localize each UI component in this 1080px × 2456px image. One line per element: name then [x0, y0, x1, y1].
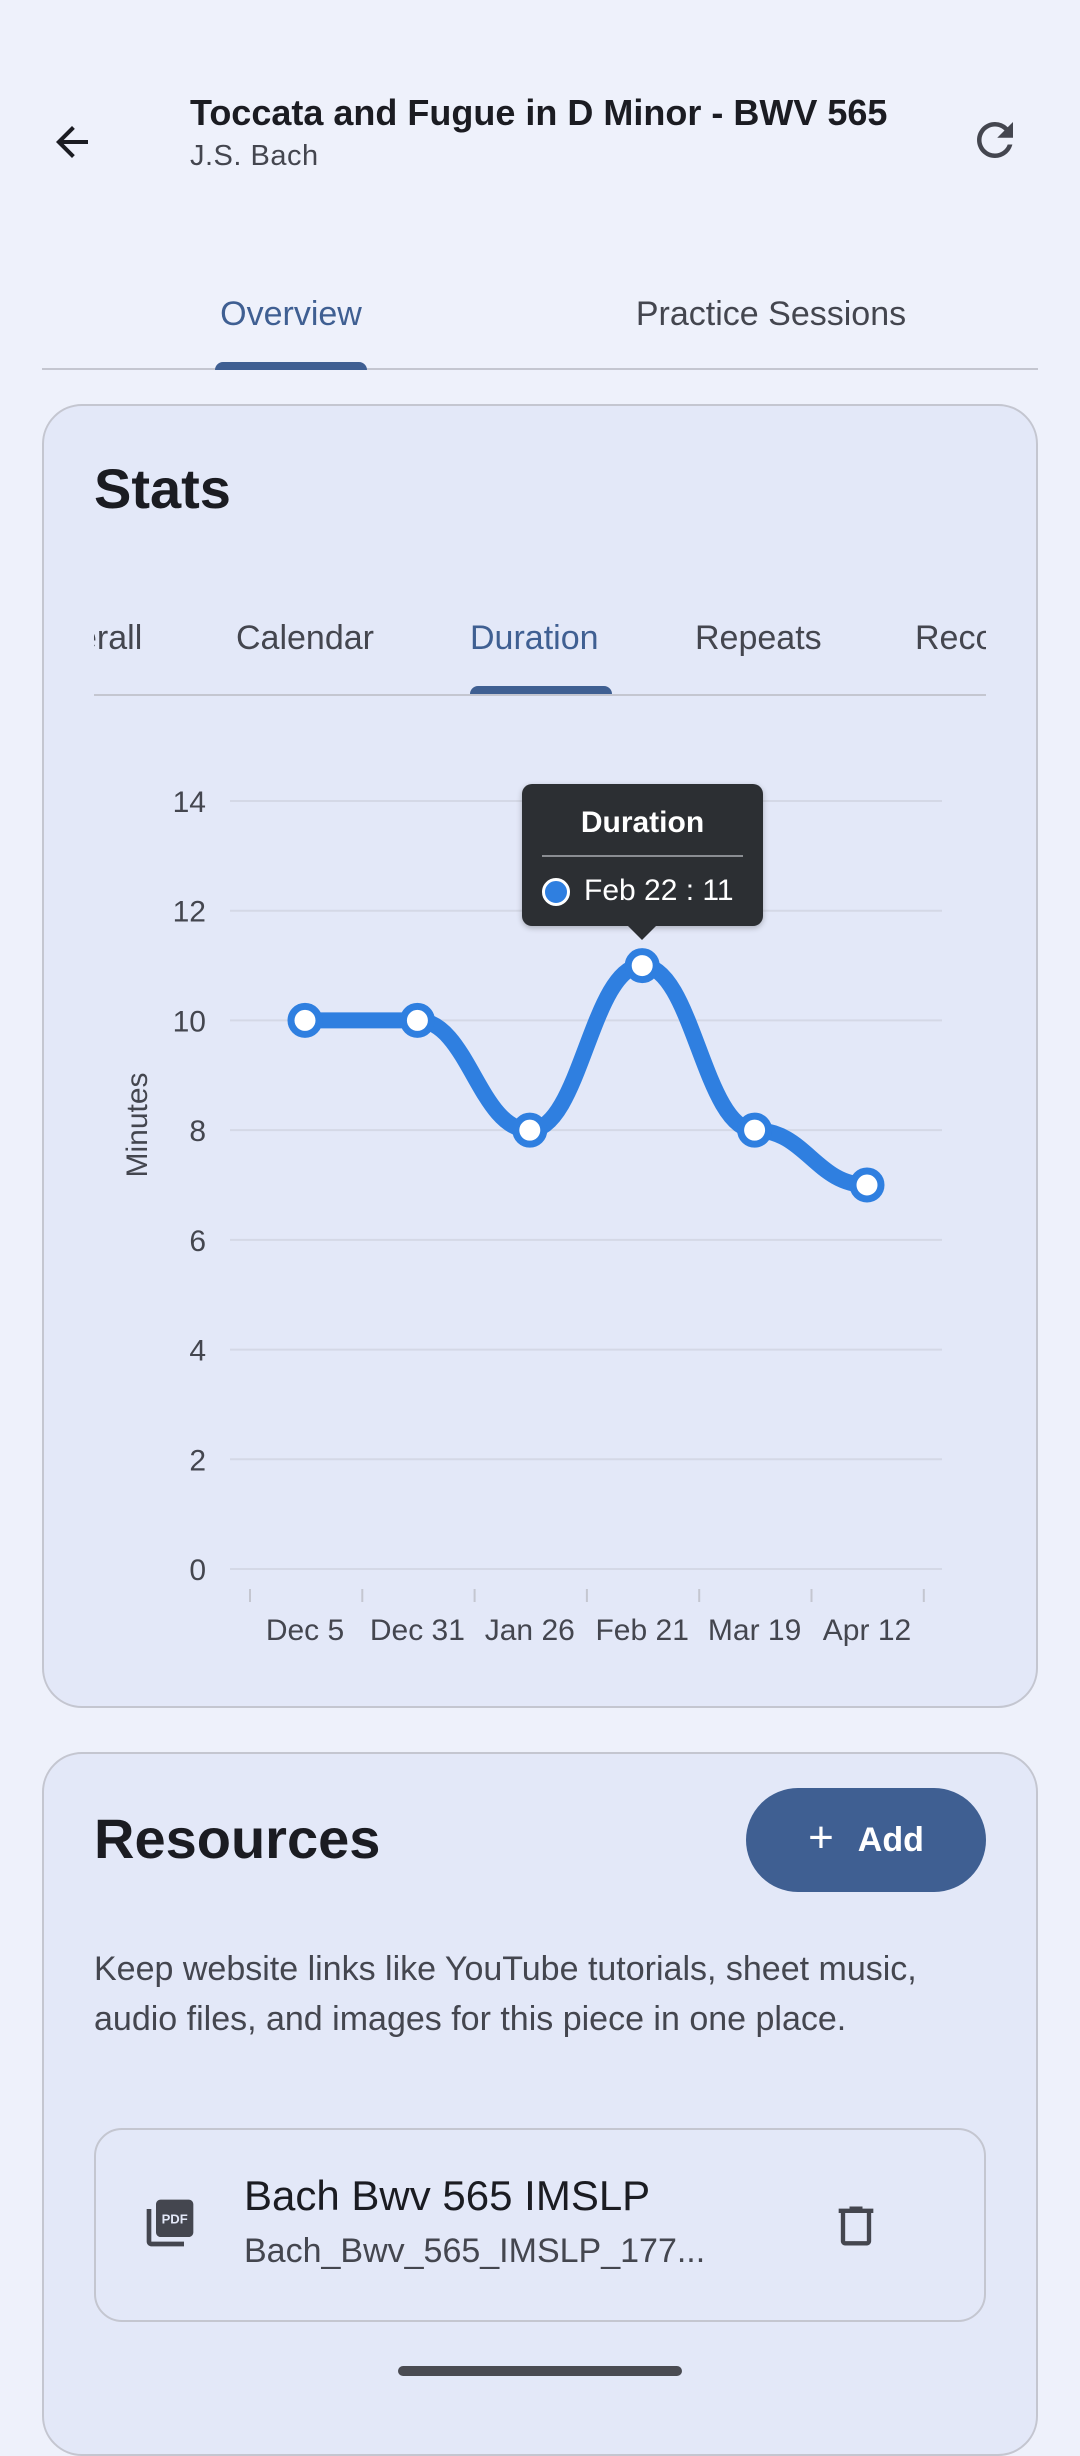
- x-tick-label: Dec 5: [266, 1614, 344, 1647]
- arrow-back-icon: [56, 126, 88, 158]
- tab-overview-label: Overview: [220, 294, 362, 333]
- duration-chart[interactable]: 0 2 4 6 8 10 12 14 Dec 5 Dec 31 Jan 26 Feb 21 Mar 19…: [94, 740, 974, 1660]
- add-button-label: Add: [857, 1820, 924, 1859]
- svg-text:PDF: PDF: [162, 2212, 188, 2227]
- resource-item[interactable]: [94, 2128, 986, 2322]
- pdf-icon: PDF: [142, 2195, 198, 2256]
- y-tick-label: 10: [173, 1005, 206, 1038]
- y-tick-label: 8: [189, 1115, 206, 1148]
- y-tick-label: 2: [189, 1444, 206, 1477]
- composer-name: J.S. Bach: [190, 140, 319, 172]
- tooltip-arrow: [626, 924, 658, 940]
- stats-tab-bar[interactable]: erall Calendar Duration Repeats Reco: [94, 584, 986, 696]
- resource-name: Bach Bwv 565 IMSLP: [244, 2172, 651, 2219]
- y-tick-label: 14: [173, 786, 206, 819]
- tooltip-title: Duration: [580, 806, 705, 839]
- y-tick-label: 12: [173, 896, 206, 929]
- y-tick-label: 0: [189, 1554, 206, 1587]
- home-indicator[interactable]: [398, 2366, 682, 2376]
- series-line: [297, 957, 875, 1193]
- data-point: [287, 1002, 323, 1038]
- piece-title: Toccata and Fugue in D Minor - BWV 565: [190, 92, 888, 133]
- main-tab-bar: Overview Practice Sessions: [42, 260, 1038, 370]
- x-tick-label: Mar 19: [708, 1614, 801, 1647]
- y-axis-label: Minutes: [121, 1072, 154, 1177]
- x-tick-label: Apr 12: [823, 1614, 911, 1647]
- delete-resource-button[interactable]: [826, 2196, 886, 2256]
- stats-tab-indicator: [470, 686, 612, 694]
- tab-practice-sessions-label: Practice Sessions: [635, 294, 907, 333]
- stats-tab-calendar[interactable]: Calendar: [236, 618, 374, 657]
- stats-tab-records[interactable]: Reco: [915, 618, 986, 657]
- back-button[interactable]: [30, 100, 114, 184]
- plus-icon: +: [808, 1813, 834, 1862]
- tab-indicator: [215, 362, 367, 370]
- x-tick-label: Jan 26: [485, 1614, 575, 1647]
- resources-description: Keep website links like YouTube tutorial…: [94, 1950, 917, 2038]
- refresh-icon: [977, 122, 1013, 158]
- tooltip-divider: [542, 855, 743, 857]
- data-point: [849, 1167, 885, 1203]
- data-point: [737, 1112, 773, 1148]
- data-point: [399, 1002, 435, 1038]
- chart-tooltip: Duration Feb 22 : 11: [522, 784, 763, 926]
- tooltip-value: Feb 22 : 11: [584, 874, 734, 907]
- resource-filename: Bach_Bwv_565_IMSLP_177...: [244, 2232, 706, 2270]
- trash-icon: [838, 2206, 874, 2246]
- stats-tab-duration[interactable]: Duration: [470, 618, 599, 657]
- stats-tab-repeats[interactable]: Repeats: [695, 618, 822, 657]
- stats-card: [42, 404, 1038, 1708]
- refresh-button[interactable]: [950, 95, 1040, 185]
- tab-practice-sessions[interactable]: Practice Sessions: [622, 260, 920, 368]
- tab-overview[interactable]: Overview: [215, 260, 367, 370]
- y-tick-label: 6: [189, 1225, 206, 1258]
- tooltip-series-dot: [542, 878, 570, 906]
- stats-tab-overall[interactable]: erall: [94, 618, 143, 657]
- stats-title: Stats: [94, 457, 231, 520]
- x-tick-label: Feb 21: [595, 1614, 688, 1647]
- add-resource-button[interactable]: + Add: [746, 1788, 986, 1892]
- data-point: [624, 948, 660, 984]
- y-tick-label: 4: [189, 1335, 206, 1368]
- data-point: [512, 1112, 548, 1148]
- x-tick-label: Dec 31: [370, 1614, 465, 1647]
- resources-title: Resources: [94, 1807, 381, 1870]
